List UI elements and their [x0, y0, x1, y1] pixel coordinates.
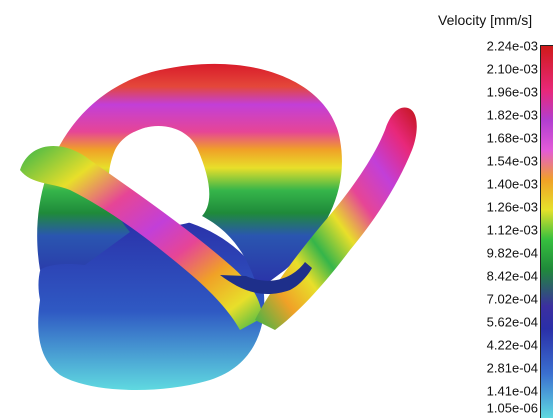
tick-label: 1.26e-03 [486, 199, 538, 215]
crus-commune [220, 262, 312, 295]
legend-title: Velocity [mm/s] [438, 12, 533, 28]
tick-label: 8.42e-04 [486, 268, 538, 284]
tick-label: 7.02e-04 [486, 291, 538, 307]
superior-canal [37, 63, 342, 290]
tick-label: 2.24e-03 [486, 38, 538, 54]
tick-label: 4.22e-04 [486, 337, 538, 353]
tick-label: 1.82e-03 [486, 107, 538, 123]
tick-label: 1.68e-03 [486, 130, 538, 146]
tick-label: 1.12e-03 [486, 222, 538, 238]
tick-label: 1.41e-04 [486, 383, 538, 399]
tick-label: 1.54e-03 [486, 153, 538, 169]
tick-label: 2.10e-03 [486, 61, 538, 77]
tick-label: 1.05e-06 [486, 400, 538, 416]
tick-label: 5.62e-04 [486, 314, 538, 330]
tick-label: 1.96e-03 [486, 84, 538, 100]
tick-label: 1.40e-03 [486, 176, 538, 192]
lateral-canal [20, 146, 262, 330]
tick-label: 9.82e-04 [486, 245, 538, 261]
tick-label: 2.81e-04 [486, 360, 538, 376]
colorbar [540, 45, 553, 418]
